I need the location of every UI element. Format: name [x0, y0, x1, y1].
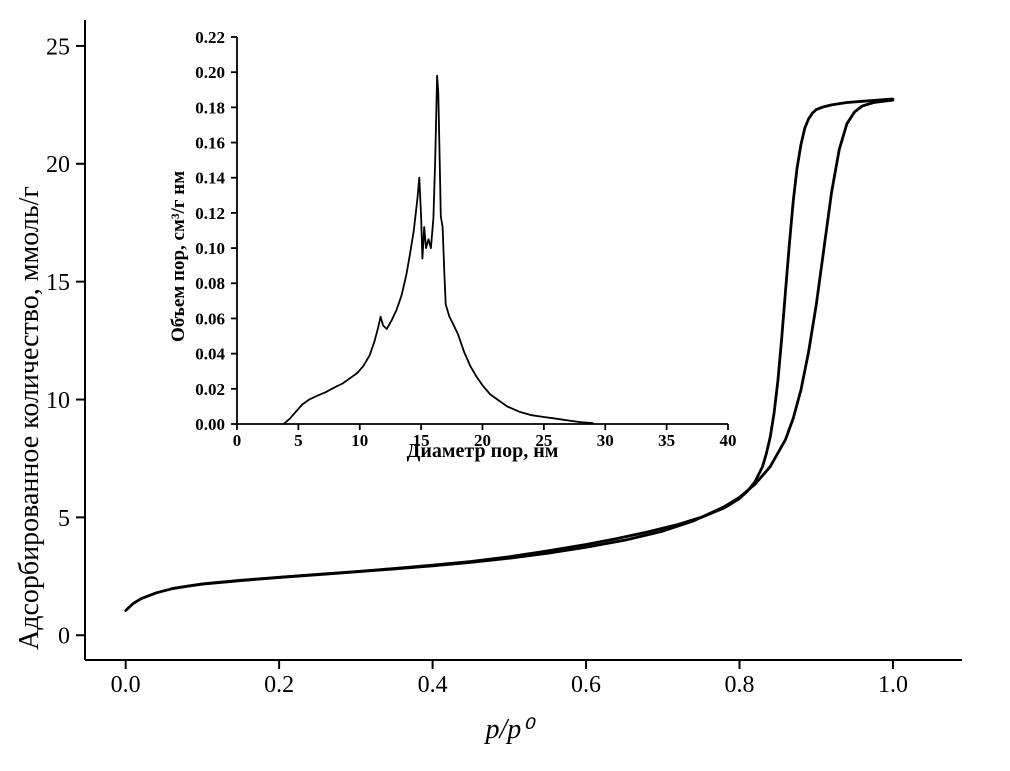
inset-pore-distribution-x-tick-label: 25 — [535, 431, 552, 450]
inset-pore-distribution-y-tick-label: 0.06 — [195, 309, 225, 328]
inset-pore-distribution-x-tick-label: 30 — [597, 431, 614, 450]
inset-pore-distribution-y-tick-label: 0.18 — [195, 98, 225, 117]
inset-pore-distribution-x-tick-label: 15 — [413, 431, 430, 450]
inset-pore-distribution-y-tick-label: 0.14 — [195, 169, 225, 188]
inset-pore-distribution-y-tick-label: 0.00 — [195, 415, 225, 434]
inset-pore-distribution-y-tick-label: 0.16 — [195, 133, 225, 152]
inset-pore-distribution-x-tick-label: 5 — [294, 431, 303, 450]
inset-pore-distribution-x-tick-label: 0 — [233, 431, 242, 450]
inset-pore-distribution-y-tick-label: 0.02 — [195, 380, 225, 399]
main-isotherm-y-tick-label: 0 — [58, 624, 70, 650]
main-isotherm-x-tick-label: 0.0 — [111, 672, 141, 698]
main-isotherm-y-tick-label: 15 — [46, 270, 70, 296]
pore-size-distribution-curve — [282, 74, 594, 425]
inset-pore-distribution-x-tick-label: 20 — [474, 431, 491, 450]
main-isotherm-x-tick-label: 1.0 — [878, 672, 908, 698]
inset-y-axis-label: Объем пор, см³/г нм — [168, 170, 189, 342]
inset-pore-distribution-x-tick-label: 10 — [351, 431, 368, 450]
main-isotherm-y-tick-label: 25 — [46, 34, 70, 60]
inset-x-axis-label: Диаметр пор, нм — [406, 440, 559, 462]
inset-pore-distribution-y-tick-label: 0.10 — [195, 239, 225, 258]
main-isotherm-y-tick-label: 20 — [46, 152, 70, 178]
inset-pore-distribution-x-tick-label: 40 — [720, 431, 737, 450]
inset-pore-distribution-y-tick-label: 0.22 — [195, 28, 225, 47]
main-isotherm-x-tick-label: 0.2 — [264, 672, 294, 698]
desorption-curve — [170, 97, 895, 590]
inset-pore-distribution-y-tick-label: 0.04 — [195, 345, 225, 364]
main-isotherm-x-tick-label: 0.6 — [571, 672, 601, 698]
inset-pore-distribution-y-tick-label: 0.20 — [195, 63, 225, 82]
main-isotherm-x-tick-label: 0.4 — [418, 672, 448, 698]
main-isotherm-x-tick-label: 0.8 — [724, 672, 754, 698]
main-isotherm-y-tick-label: 10 — [46, 388, 70, 414]
main-y-axis-label: Адсорбированное количество, ммоль/г — [14, 186, 45, 650]
main-isotherm-y-tick-label: 5 — [58, 506, 70, 532]
inset-pore-distribution-y-tick-label: 0.08 — [195, 274, 225, 293]
adsorption-curve — [124, 98, 895, 612]
main-x-axis-label: p/p⁰ — [485, 714, 533, 745]
inset-pore-distribution-y-tick-label: 0.12 — [195, 204, 225, 223]
inset-pore-distribution-x-tick-label: 35 — [658, 431, 675, 450]
